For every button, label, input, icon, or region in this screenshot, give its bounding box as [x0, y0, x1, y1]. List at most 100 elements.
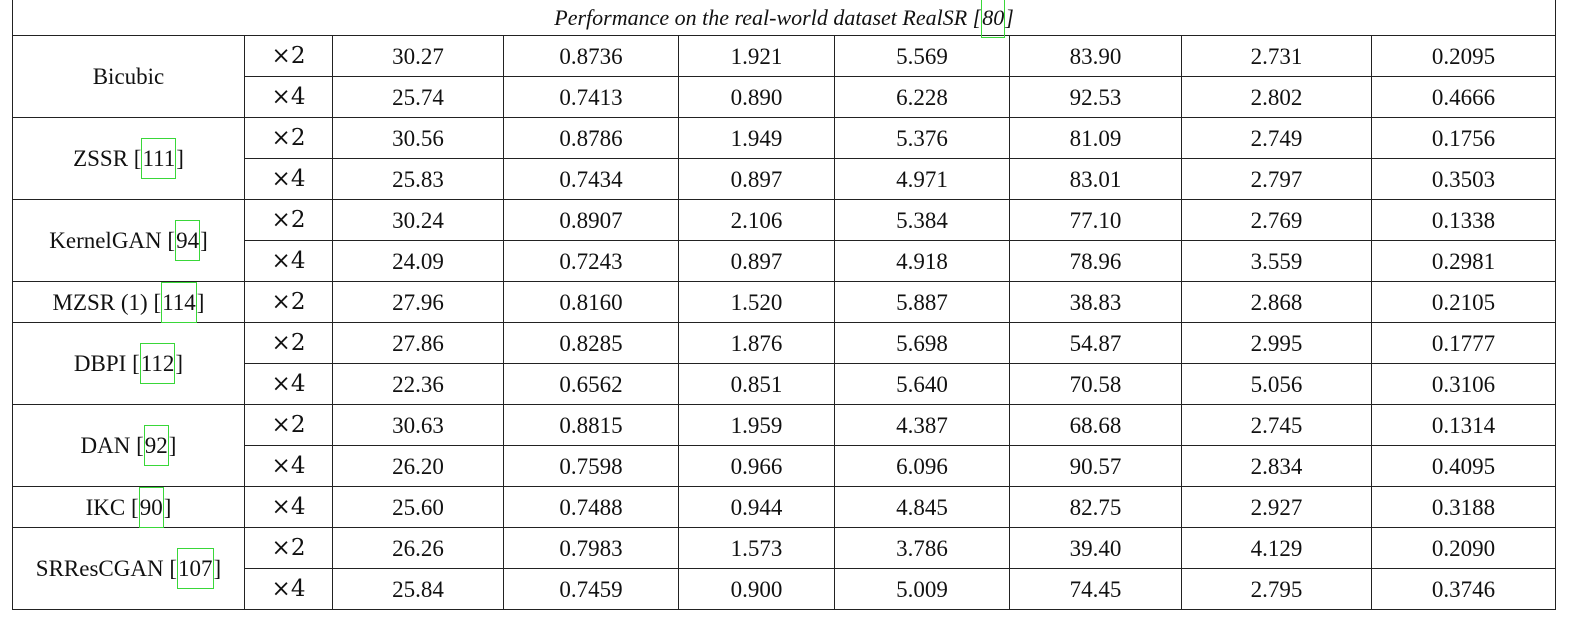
- value-cell: 25.74: [332, 76, 504, 118]
- value-cell: 70.58: [1009, 363, 1182, 405]
- table-row: ×4 22.36 0.6562 0.851 5.640 70.58 5.056 0.3106: [13, 363, 1557, 405]
- value-cell: 78.96: [1009, 240, 1182, 282]
- value-cell: 0.966: [678, 445, 835, 487]
- value-cell: 6.096: [834, 445, 1010, 487]
- table-row: ×4 24.09 0.7243 0.897 4.918 78.96 3.559 0.2981: [13, 240, 1557, 282]
- value-cell: 82.75: [1009, 486, 1182, 528]
- value-cell: 0.7983: [503, 527, 679, 569]
- value-cell: 24.09: [332, 240, 504, 282]
- value-cell: 1.959: [678, 404, 835, 446]
- method-cell: IKC [90]: [12, 486, 245, 528]
- caption-prefix: Performance on the real-world dataset Re…: [554, 4, 982, 30]
- citation-link[interactable]: 80: [981, 0, 1006, 38]
- value-cell: 1.876: [678, 322, 835, 364]
- value-cell: 2.834: [1181, 445, 1372, 487]
- value-cell: 2.749: [1181, 117, 1372, 159]
- table-row: ×4 25.74 0.7413 0.890 6.228 92.53 2.802 0.4666: [13, 76, 1557, 118]
- method-cell: Bicubic: [12, 35, 245, 118]
- value-cell: 0.897: [678, 240, 835, 282]
- value-cell: 0.7413: [503, 76, 679, 118]
- value-cell: 5.009: [834, 568, 1010, 610]
- value-cell: 92.53: [1009, 76, 1182, 118]
- value-cell: 5.640: [834, 363, 1010, 405]
- scale-cell: ×4: [244, 363, 333, 405]
- citation-link[interactable]: 92: [143, 425, 169, 466]
- method-name: KernelGAN: [49, 228, 162, 253]
- value-cell: 27.96: [332, 281, 504, 323]
- value-cell: 4.129: [1181, 527, 1372, 569]
- value-cell: 90.57: [1009, 445, 1182, 487]
- value-cell: 1.573: [678, 527, 835, 569]
- table-row: ×4 25.83 0.7434 0.897 4.971 83.01 2.797 0.3503: [13, 158, 1557, 200]
- value-cell: 25.84: [332, 568, 504, 610]
- table-row: KernelGAN [94] ×2 30.24 0.8907 2.106 5.384 77.…: [12, 199, 1557, 282]
- value-cell: 0.4666: [1370, 76, 1557, 118]
- method-name: SRResCGAN: [35, 556, 164, 581]
- value-cell: 26.26: [332, 527, 504, 569]
- value-cell: 22.36: [332, 363, 504, 405]
- value-cell: 0.6562: [503, 363, 679, 405]
- value-cell: 0.3503: [1370, 158, 1557, 200]
- value-cell: 83.01: [1009, 158, 1182, 200]
- value-cell: 0.3188: [1370, 486, 1557, 528]
- value-cell: 0.897: [678, 158, 835, 200]
- method-cell: ZSSR [111]: [12, 117, 245, 200]
- method-cell: DAN [92]: [12, 404, 245, 487]
- value-cell: 81.09: [1009, 117, 1182, 159]
- value-cell: 0.944: [678, 486, 835, 528]
- value-cell: 38.83: [1009, 281, 1182, 323]
- citation-link[interactable]: 112: [139, 343, 176, 384]
- method-name: DBPI: [73, 351, 127, 376]
- method-name: ZSSR: [73, 146, 129, 171]
- citation-link[interactable]: 111: [141, 138, 177, 179]
- method-name: DAN: [80, 433, 131, 458]
- value-cell: 2.927: [1181, 486, 1372, 528]
- value-cell: 0.7598: [503, 445, 679, 487]
- scale-cell: ×4: [244, 158, 333, 200]
- value-cell: 4.387: [834, 404, 1010, 446]
- value-cell: 0.7459: [503, 568, 679, 610]
- scale-cell: ×4: [244, 568, 333, 610]
- value-cell: 3.786: [834, 527, 1010, 569]
- value-cell: 0.4095: [1370, 445, 1557, 487]
- value-cell: 0.7488: [503, 486, 679, 528]
- value-cell: 0.2981: [1370, 240, 1557, 282]
- value-cell: 2.106: [678, 199, 835, 241]
- value-cell: 2.797: [1181, 158, 1372, 200]
- method-name: IKC: [85, 494, 126, 520]
- value-cell: 0.7434: [503, 158, 679, 200]
- value-cell: 0.2090: [1370, 527, 1557, 569]
- citation-link[interactable]: 90: [138, 486, 164, 528]
- value-cell: 25.83: [332, 158, 504, 200]
- scale-cell: ×2: [244, 404, 333, 446]
- value-cell: 1.949: [678, 117, 835, 159]
- value-cell: 5.698: [834, 322, 1010, 364]
- value-cell: 68.68: [1009, 404, 1182, 446]
- value-cell: 74.45: [1009, 568, 1182, 610]
- results-table: Performance on the real-world dataset Re…: [11, 0, 1557, 610]
- table-row: ×4 25.84 0.7459 0.900 5.009 74.45 2.795 0.3746: [13, 568, 1557, 610]
- value-cell: 0.3106: [1370, 363, 1557, 405]
- citation-link[interactable]: 114: [161, 281, 197, 323]
- value-cell: 5.569: [834, 35, 1010, 77]
- value-cell: 2.731: [1181, 35, 1372, 77]
- scale-cell: ×2: [244, 199, 333, 241]
- citation-link[interactable]: 107: [177, 548, 214, 589]
- value-cell: 5.376: [834, 117, 1010, 159]
- value-cell: 0.1314: [1370, 404, 1557, 446]
- table-row: DBPI [112] ×2 27.86 0.8285 1.876 5.698 54.87 2.…: [12, 322, 1557, 405]
- value-cell: 6.228: [834, 76, 1010, 118]
- method-name: Bicubic: [92, 64, 165, 89]
- citation-link[interactable]: 94: [175, 220, 201, 261]
- scale-cell: ×4: [244, 486, 333, 528]
- caption-suffix: ]: [1005, 4, 1014, 30]
- method-name: MZSR (1): [52, 289, 148, 315]
- scale-cell: ×2: [244, 117, 333, 159]
- value-cell: 0.2105: [1370, 281, 1557, 323]
- value-cell: 0.7243: [503, 240, 679, 282]
- value-cell: 2.745: [1181, 404, 1372, 446]
- value-cell: 0.8160: [503, 281, 679, 323]
- value-cell: 0.8907: [503, 199, 679, 241]
- value-cell: 0.1756: [1370, 117, 1557, 159]
- method-cell: DBPI [112]: [12, 322, 245, 405]
